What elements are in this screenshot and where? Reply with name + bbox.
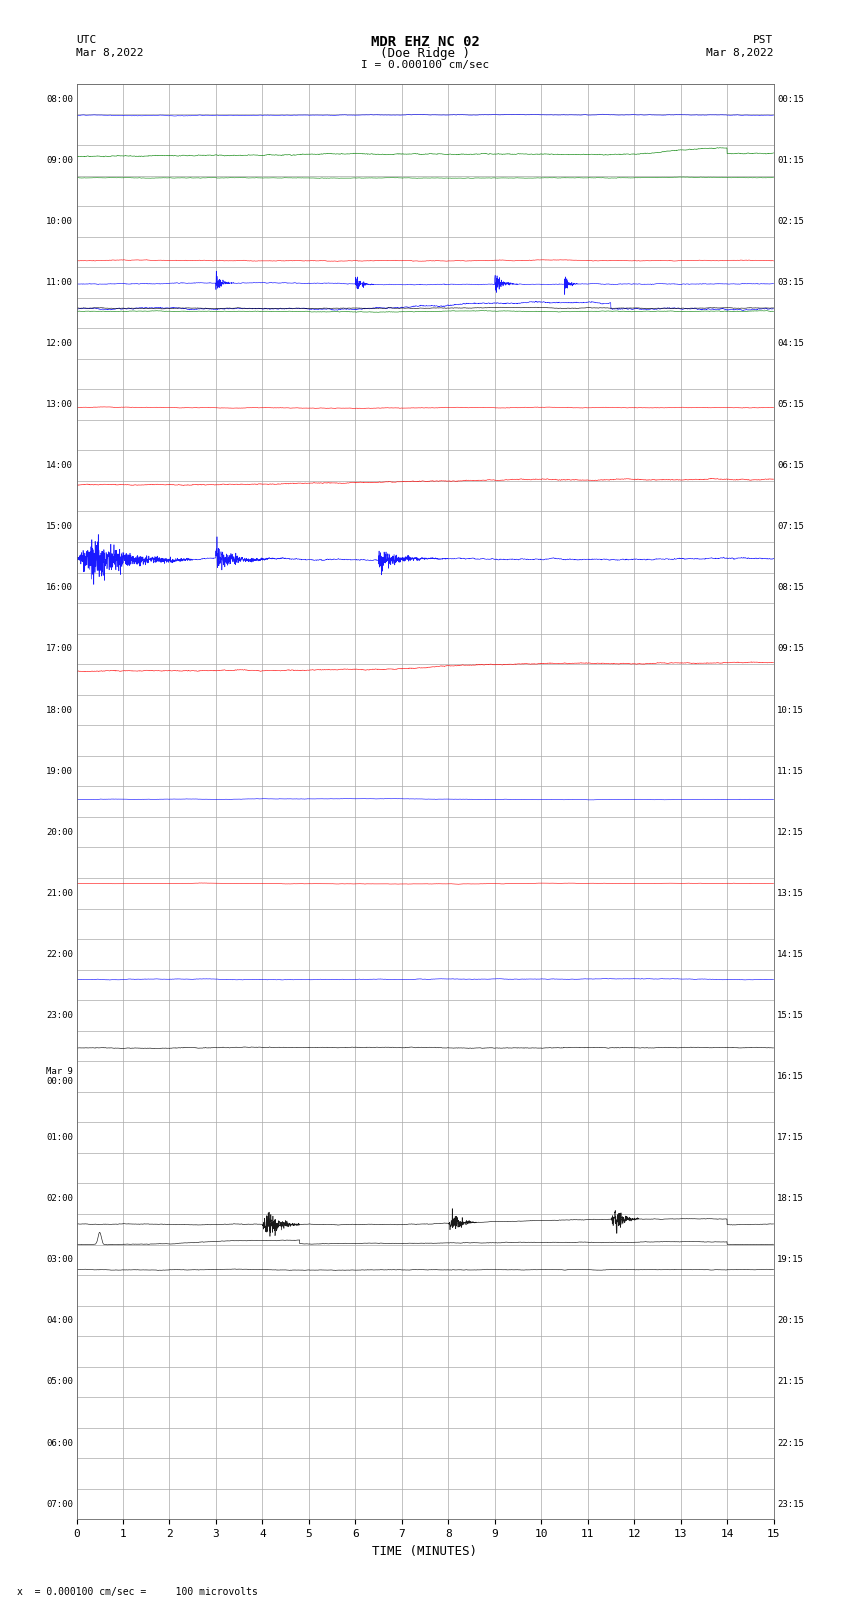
- Text: 13:00: 13:00: [46, 400, 73, 410]
- Text: 14:15: 14:15: [777, 950, 804, 958]
- Text: 06:00: 06:00: [46, 1439, 73, 1447]
- Text: 11:15: 11:15: [777, 766, 804, 776]
- Text: 23:15: 23:15: [777, 1500, 804, 1508]
- Text: (Doe Ridge ): (Doe Ridge ): [380, 47, 470, 60]
- Text: 03:00: 03:00: [46, 1255, 73, 1265]
- Text: 12:00: 12:00: [46, 339, 73, 348]
- Text: 17:15: 17:15: [777, 1134, 804, 1142]
- Text: 04:00: 04:00: [46, 1316, 73, 1326]
- Text: 20:00: 20:00: [46, 827, 73, 837]
- Text: 05:15: 05:15: [777, 400, 804, 410]
- Text: 10:00: 10:00: [46, 216, 73, 226]
- X-axis label: TIME (MINUTES): TIME (MINUTES): [372, 1545, 478, 1558]
- Text: 00:15: 00:15: [777, 95, 804, 103]
- Text: 18:15: 18:15: [777, 1194, 804, 1203]
- Text: 04:15: 04:15: [777, 339, 804, 348]
- Text: 21:00: 21:00: [46, 889, 73, 898]
- Text: I = 0.000100 cm/sec: I = 0.000100 cm/sec: [361, 60, 489, 69]
- Text: 20:15: 20:15: [777, 1316, 804, 1326]
- Text: 01:00: 01:00: [46, 1134, 73, 1142]
- Text: UTC: UTC: [76, 35, 97, 45]
- Text: 08:15: 08:15: [777, 584, 804, 592]
- Text: Mar 8,2022: Mar 8,2022: [706, 48, 774, 58]
- Text: x  = 0.000100 cm/sec =     100 microvolts: x = 0.000100 cm/sec = 100 microvolts: [17, 1587, 258, 1597]
- Text: Mar 8,2022: Mar 8,2022: [76, 48, 144, 58]
- Text: 16:00: 16:00: [46, 584, 73, 592]
- Text: 08:00: 08:00: [46, 95, 73, 103]
- Text: 01:15: 01:15: [777, 156, 804, 165]
- Text: 18:00: 18:00: [46, 705, 73, 715]
- Text: 16:15: 16:15: [777, 1073, 804, 1081]
- Text: 02:00: 02:00: [46, 1194, 73, 1203]
- Text: 19:15: 19:15: [777, 1255, 804, 1265]
- Text: 19:00: 19:00: [46, 766, 73, 776]
- Text: 23:00: 23:00: [46, 1011, 73, 1019]
- Text: 15:15: 15:15: [777, 1011, 804, 1019]
- Text: 11:00: 11:00: [46, 277, 73, 287]
- Text: 14:00: 14:00: [46, 461, 73, 469]
- Text: 05:00: 05:00: [46, 1378, 73, 1387]
- Text: Mar 9
00:00: Mar 9 00:00: [46, 1066, 73, 1086]
- Text: 13:15: 13:15: [777, 889, 804, 898]
- Text: 06:15: 06:15: [777, 461, 804, 469]
- Text: 22:15: 22:15: [777, 1439, 804, 1447]
- Text: 07:15: 07:15: [777, 523, 804, 531]
- Text: 10:15: 10:15: [777, 705, 804, 715]
- Text: 22:00: 22:00: [46, 950, 73, 958]
- Text: 12:15: 12:15: [777, 827, 804, 837]
- Text: PST: PST: [753, 35, 774, 45]
- Text: MDR EHZ NC 02: MDR EHZ NC 02: [371, 35, 479, 50]
- Text: 21:15: 21:15: [777, 1378, 804, 1387]
- Text: 09:00: 09:00: [46, 156, 73, 165]
- Text: 15:00: 15:00: [46, 523, 73, 531]
- Text: 17:00: 17:00: [46, 645, 73, 653]
- Text: 02:15: 02:15: [777, 216, 804, 226]
- Text: 07:00: 07:00: [46, 1500, 73, 1508]
- Text: 09:15: 09:15: [777, 645, 804, 653]
- Text: 03:15: 03:15: [777, 277, 804, 287]
